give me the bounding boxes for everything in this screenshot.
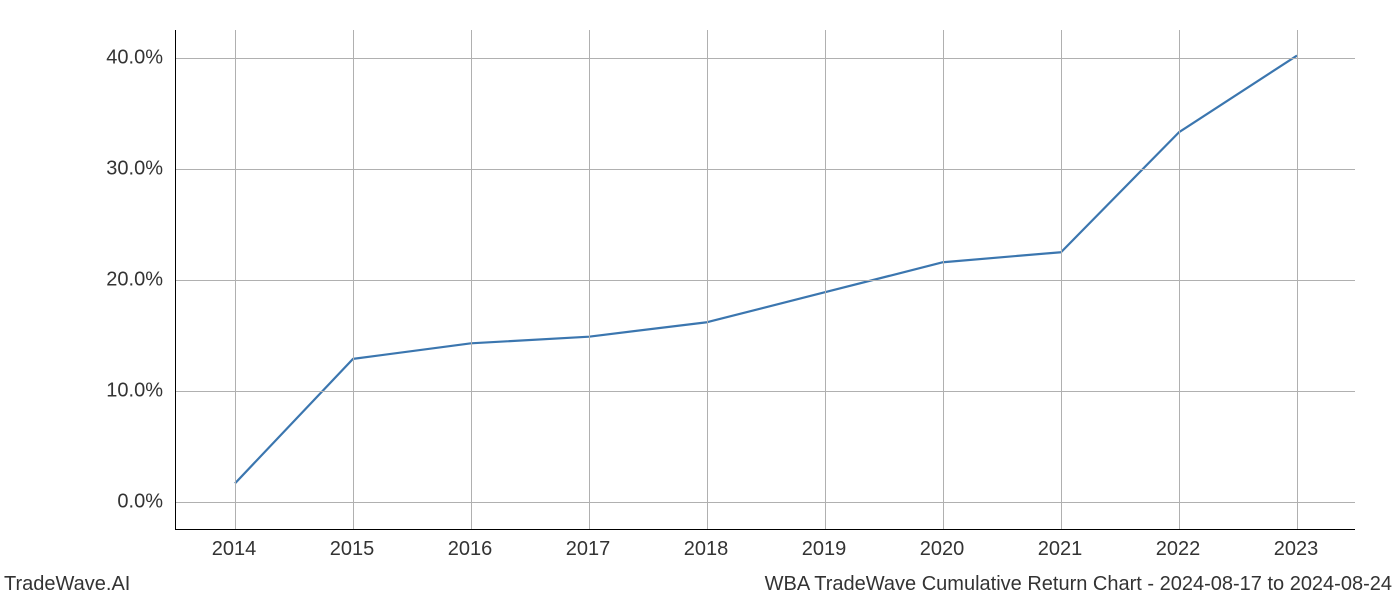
y-tick-label: 30.0% <box>106 157 163 180</box>
x-tick-label: 2018 <box>684 538 729 561</box>
y-tick-label: 40.0% <box>106 46 163 69</box>
gridline-horizontal <box>176 58 1355 59</box>
chart-container: 2014 2015 2016 2017 2018 2019 2020 2021 2022 2023… <box>0 0 1400 600</box>
y-tick-label: 0.0% <box>117 491 163 514</box>
return-line <box>235 56 1297 484</box>
x-tick-label: 2017 <box>566 538 611 561</box>
x-tick-label: 2019 <box>802 538 847 561</box>
footer-brand: TradeWave.AI <box>4 573 130 596</box>
x-tick-label: 2023 <box>1274 538 1319 561</box>
footer-caption: WBA TradeWave Cumulative Return Chart - … <box>765 573 1392 596</box>
gridline-horizontal <box>176 169 1355 170</box>
y-tick-label: 10.0% <box>106 380 163 403</box>
x-tick-label: 2021 <box>1038 538 1083 561</box>
plot-area <box>175 30 1355 530</box>
gridline-horizontal <box>176 502 1355 503</box>
y-tick-label: 20.0% <box>106 269 163 292</box>
x-tick-label: 2020 <box>920 538 965 561</box>
x-tick-label: 2014 <box>212 538 257 561</box>
gridline-horizontal <box>176 280 1355 281</box>
x-tick-label: 2016 <box>448 538 493 561</box>
x-tick-label: 2022 <box>1156 538 1201 561</box>
x-tick-label: 2015 <box>330 538 375 561</box>
gridline-horizontal <box>176 391 1355 392</box>
